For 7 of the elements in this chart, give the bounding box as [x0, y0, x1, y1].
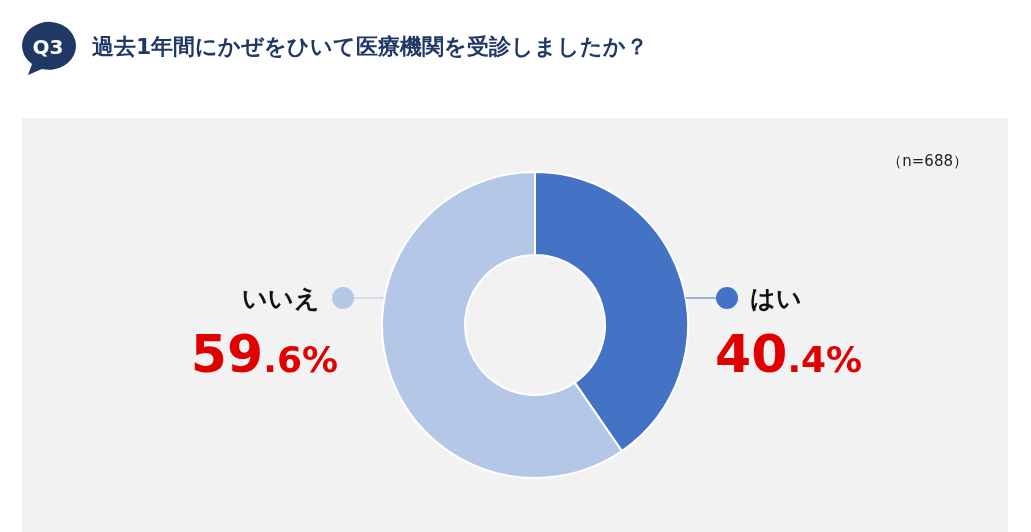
text: Q3 — [32, 35, 64, 59]
chart-title: 過去1年間にかぜをひいて医療機関を受診しましたか？ — [92, 34, 649, 59]
legend-label: はい — [750, 284, 802, 313]
data-label: 40.4% — [715, 324, 863, 384]
slice-label: いいえ — [242, 284, 320, 313]
text: （n=688） — [887, 152, 968, 170]
data-label: 59.6% — [190, 324, 338, 384]
